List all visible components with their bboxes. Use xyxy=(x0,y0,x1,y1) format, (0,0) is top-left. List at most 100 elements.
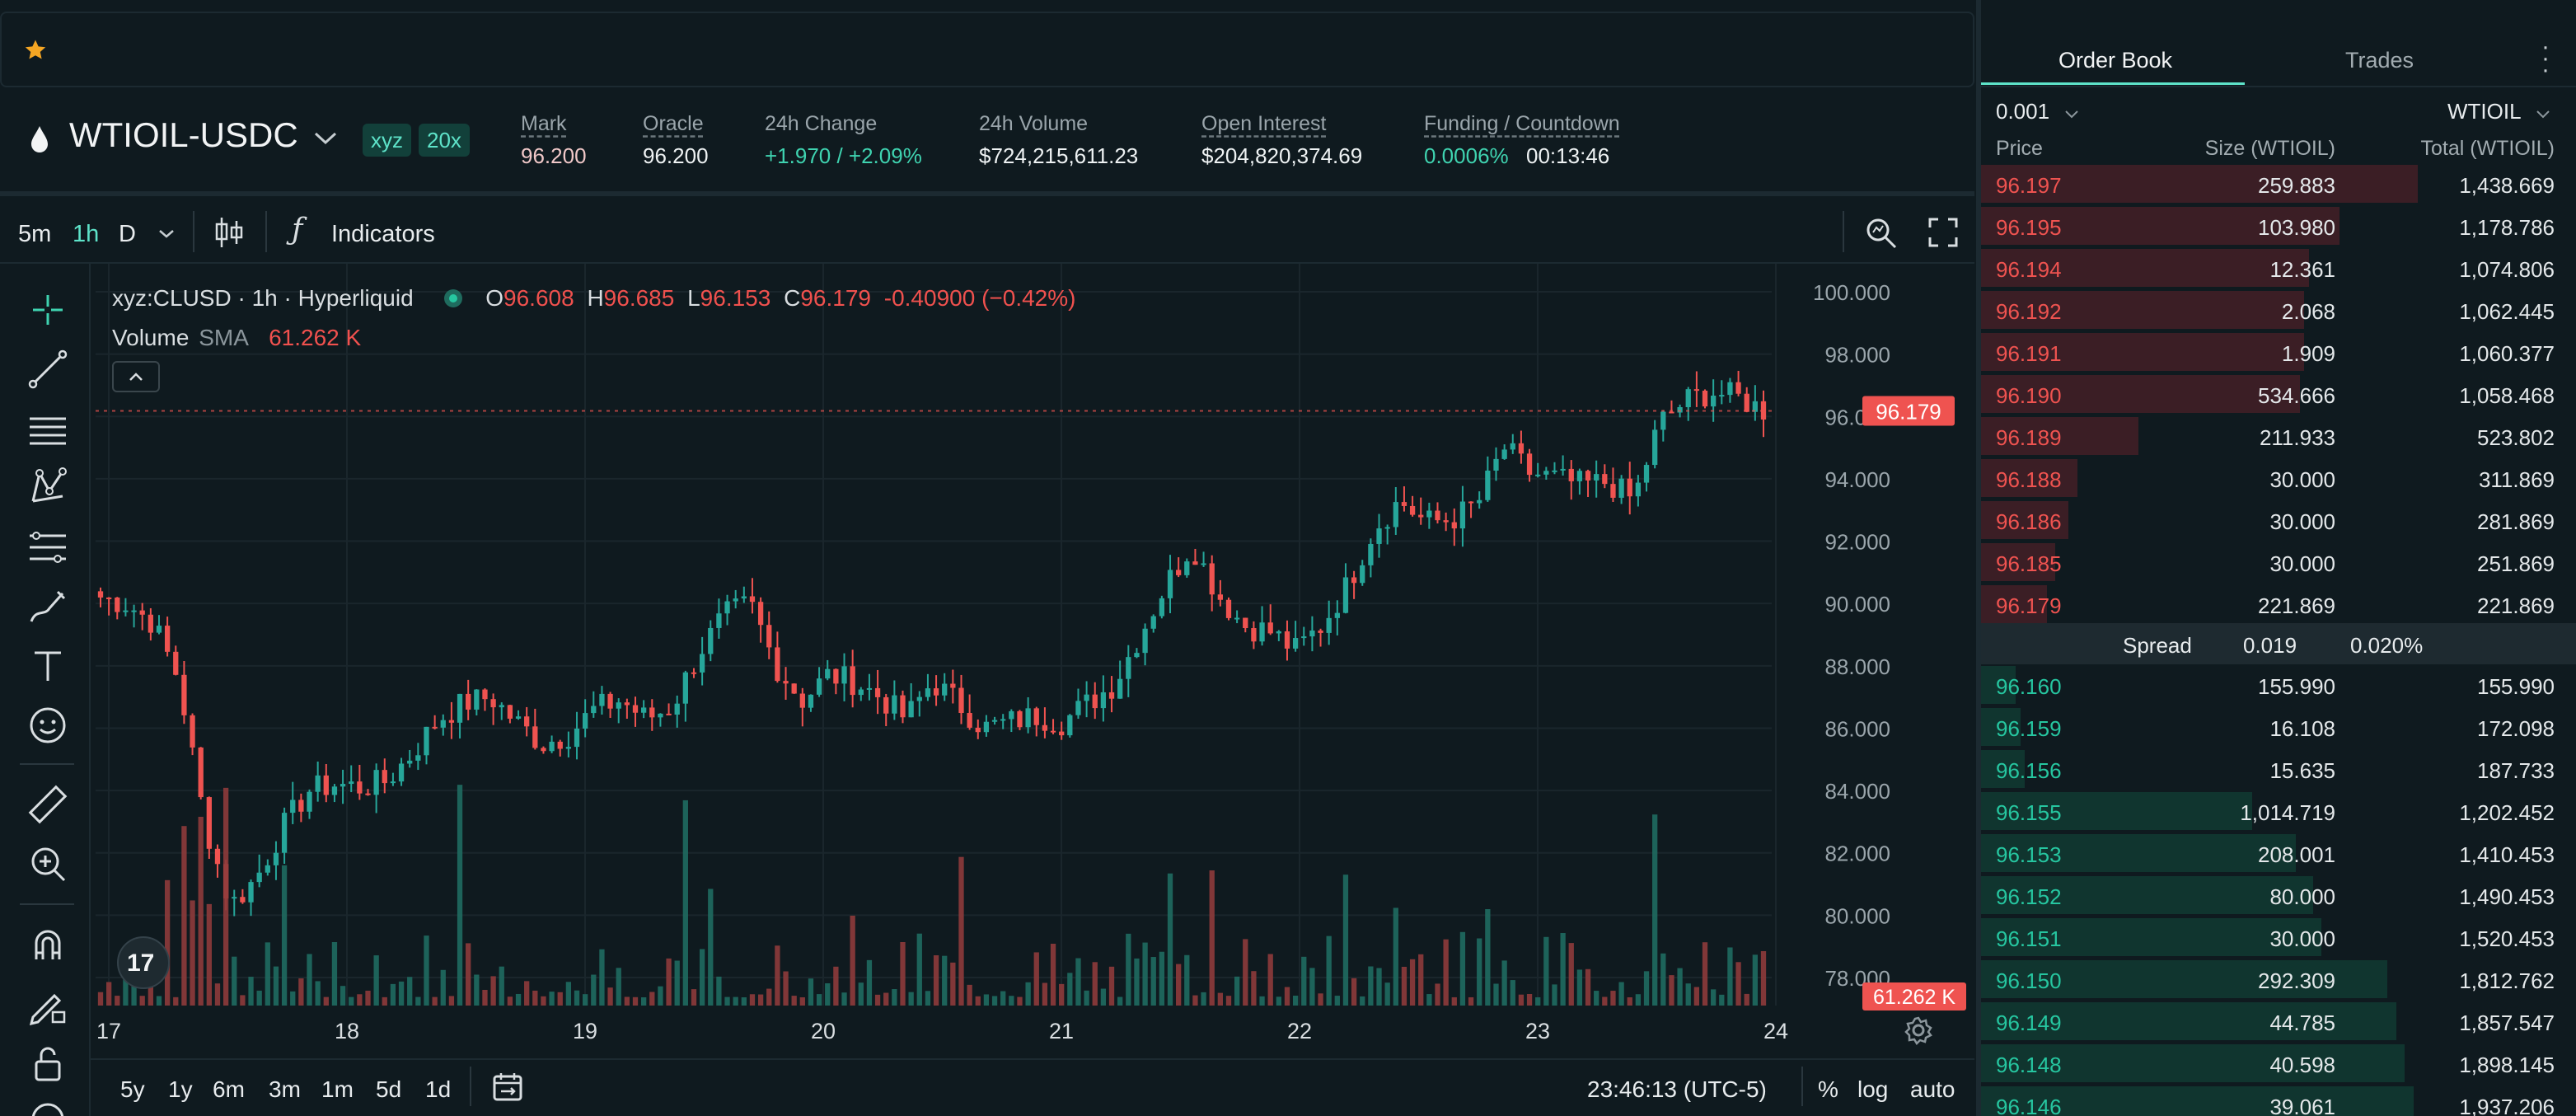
row-total: 1,812.762 xyxy=(2459,968,2555,993)
star-icon[interactable] xyxy=(23,38,48,63)
range-6m[interactable]: 6m xyxy=(213,1076,245,1102)
bid-row[interactable]: 96.151 30.000 1,520.453 xyxy=(1981,917,2576,958)
ask-row[interactable]: 96.179 221.869 221.869 xyxy=(1981,584,2576,625)
volume-bar xyxy=(1735,962,1741,1006)
fullscreen-icon[interactable] xyxy=(1927,216,1960,249)
ask-row[interactable]: 96.188 30.000 311.869 xyxy=(1981,457,2576,499)
ask-row[interactable]: 96.195 103.980 1,178.786 xyxy=(1981,205,2576,246)
eye-icon[interactable] xyxy=(25,1096,71,1116)
calendar-range-icon[interactable] xyxy=(491,1070,524,1103)
volume-bar xyxy=(1217,992,1223,1006)
candle xyxy=(432,726,438,729)
chevron-down-icon[interactable] xyxy=(2535,109,2551,120)
candle xyxy=(1284,631,1290,649)
interval-1h[interactable]: 1h xyxy=(73,221,100,247)
fib-icon[interactable] xyxy=(25,524,71,570)
toolbar-divider xyxy=(0,262,1974,264)
ruler-icon[interactable] xyxy=(25,781,71,828)
chevron-down-icon[interactable] xyxy=(311,130,340,147)
candle xyxy=(1602,474,1608,485)
range-5d[interactable]: 5d xyxy=(376,1076,402,1102)
bid-row[interactable]: 96.146 39.061 1,937.206 xyxy=(1981,1085,2576,1116)
ask-row[interactable]: 96.190 534.666 1,058.468 xyxy=(1981,373,2576,415)
emoji-icon[interactable] xyxy=(25,702,71,748)
candle xyxy=(1435,510,1440,521)
text-icon[interactable] xyxy=(25,643,71,689)
ask-row[interactable]: 96.197 259.883 1,438.669 xyxy=(1981,163,2576,204)
unit-select[interactable]: WTIOIL xyxy=(2447,99,2522,124)
chart-clock[interactable]: 23:46:13 (UTC-5) xyxy=(1587,1076,1767,1102)
volume-bar xyxy=(850,915,855,1006)
more-options-icon[interactable]: · · · xyxy=(2541,33,2550,83)
bid-row[interactable]: 96.150 292.309 1,812.762 xyxy=(1981,959,2576,1000)
zoom-search-icon[interactable] xyxy=(1864,216,1899,251)
chevron-down-icon[interactable] xyxy=(2063,109,2080,120)
interval-d[interactable]: D xyxy=(119,221,136,247)
pair-selector[interactable]: WTIOIL-USDC xyxy=(69,115,298,154)
bid-row[interactable]: 96.155 1,014.719 1,202.452 xyxy=(1981,790,2576,832)
range-1y[interactable]: 1y xyxy=(168,1076,193,1102)
trendline-icon[interactable] xyxy=(25,346,71,392)
interval-5m[interactable]: 5m xyxy=(18,221,52,247)
percent-toggle[interactable]: % xyxy=(1818,1076,1838,1102)
depth-bar xyxy=(1981,249,2309,287)
symbol-label[interactable]: xyz:CLUSD · 1h · Hyperliquid xyxy=(112,285,414,311)
bid-row[interactable]: 96.153 208.001 1,410.453 xyxy=(1981,832,2576,874)
candle xyxy=(1493,458,1499,471)
candle xyxy=(1735,382,1741,394)
candle xyxy=(407,760,413,764)
horizontal-lines-icon[interactable] xyxy=(25,406,71,452)
ask-row[interactable]: 96.192 2.068 1,062.445 xyxy=(1981,289,2576,331)
bid-row[interactable]: 96.148 40.598 1,898.145 xyxy=(1981,1043,2576,1084)
volume-bar xyxy=(1760,950,1767,1006)
candle xyxy=(708,627,714,654)
indicators-button[interactable]: Indicators xyxy=(331,221,435,247)
ask-row[interactable]: 96.194 12.361 1,074.806 xyxy=(1981,247,2576,288)
ask-row[interactable]: 96.186 30.000 281.869 xyxy=(1981,499,2576,541)
tradingview-logo[interactable]: 17 xyxy=(117,936,170,989)
settings-gear-icon[interactable] xyxy=(1904,1015,1933,1045)
candle xyxy=(206,797,212,849)
col-size: Size (WTIOIL) xyxy=(2204,137,2335,160)
bid-row[interactable]: 96.156 15.635 187.733 xyxy=(1981,748,2576,790)
lock-pen-icon[interactable] xyxy=(25,981,71,1027)
candle xyxy=(415,755,421,761)
range-5y[interactable]: 5y xyxy=(120,1076,145,1102)
range-1m[interactable]: 1m xyxy=(321,1076,354,1102)
x-tick-label: 18 xyxy=(335,1019,359,1043)
magnet-icon[interactable] xyxy=(25,921,71,968)
candle xyxy=(1326,617,1332,633)
tick-size-select[interactable]: 0.001 xyxy=(1996,99,2050,124)
range-1d[interactable]: 1d xyxy=(425,1076,452,1102)
volume-bar xyxy=(298,978,304,1006)
log-toggle[interactable]: log xyxy=(1857,1076,1889,1102)
volume-bar xyxy=(591,974,597,1006)
bid-row[interactable]: 96.160 155.990 155.990 xyxy=(1981,664,2576,706)
auto-toggle[interactable]: auto xyxy=(1910,1076,1955,1102)
price-chart[interactable]: 100.00098.00096.00094.00092.00090.00088.… xyxy=(91,264,1974,1055)
function-icon[interactable]: ƒ xyxy=(292,213,303,246)
zoom-in-icon[interactable] xyxy=(25,841,71,887)
tab-order-book[interactable]: Order Book xyxy=(2058,48,2173,73)
tab-trades[interactable]: Trades xyxy=(2345,48,2414,73)
candle xyxy=(214,848,221,865)
bid-row[interactable]: 96.159 16.108 172.098 xyxy=(1981,706,2576,748)
ask-row[interactable]: 96.189 211.933 523.802 xyxy=(1981,415,2576,457)
range-3m[interactable]: 3m xyxy=(269,1076,301,1102)
candle xyxy=(549,741,555,752)
brush-icon[interactable] xyxy=(25,584,71,630)
volume-bar xyxy=(1075,958,1081,1006)
crosshair-icon[interactable] xyxy=(25,287,71,333)
ask-row[interactable]: 96.185 30.000 251.869 xyxy=(1981,542,2576,583)
candles-icon[interactable] xyxy=(213,214,246,251)
pattern-icon[interactable] xyxy=(25,463,71,509)
bid-row[interactable]: 96.149 44.785 1,857.547 xyxy=(1981,1001,2576,1042)
bid-row[interactable]: 96.152 80.000 1,490.453 xyxy=(1981,875,2576,916)
collapse-legend-button[interactable] xyxy=(112,361,160,392)
lock-icon[interactable] xyxy=(25,1040,71,1086)
ask-row[interactable]: 96.191 1.909 1,060.377 xyxy=(1981,331,2576,373)
volume-label[interactable]: Volume xyxy=(112,325,190,350)
candle xyxy=(766,625,772,648)
chevron-down-icon[interactable] xyxy=(157,227,176,241)
volume-bar xyxy=(724,996,730,1006)
